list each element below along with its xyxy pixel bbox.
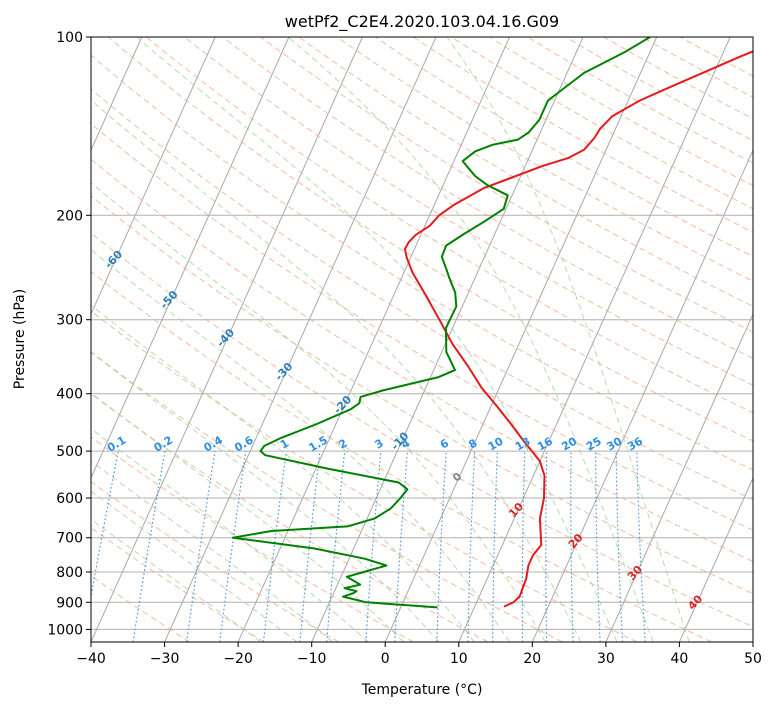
y-axis-label: Pressure (hPa) [12,289,28,389]
x-tick-label: 30 [597,651,615,667]
plot-area [91,37,753,642]
y-tick-label: 500 [56,444,83,460]
y-tick-label: 100 [56,30,83,46]
y-tick-label: 400 [56,387,83,403]
x-tick-label: 40 [670,651,688,667]
x-tick-label: −20 [223,651,253,667]
x-tick-label: −30 [150,651,180,667]
x-tick-label: 20 [523,651,541,667]
x-axis-label: Temperature (°C) [361,682,483,698]
x-tick-label: −40 [76,651,106,667]
y-tick-label: 600 [56,491,83,507]
x-tick-label: −10 [297,651,327,667]
x-tick-label: 50 [744,651,762,667]
y-tick-label: 1000 [47,622,83,638]
y-tick-label: 200 [56,208,83,224]
y-tick-label: 900 [56,595,83,611]
x-tick-label: 10 [450,651,468,667]
y-tick-label: 800 [56,565,83,581]
x-tick-label: 0 [381,651,390,667]
y-tick-label: 700 [56,531,83,547]
chart-title: wetPf2_C2E4.2020.103.04.16.G09 [285,12,559,32]
y-tick-label: 300 [56,313,83,329]
